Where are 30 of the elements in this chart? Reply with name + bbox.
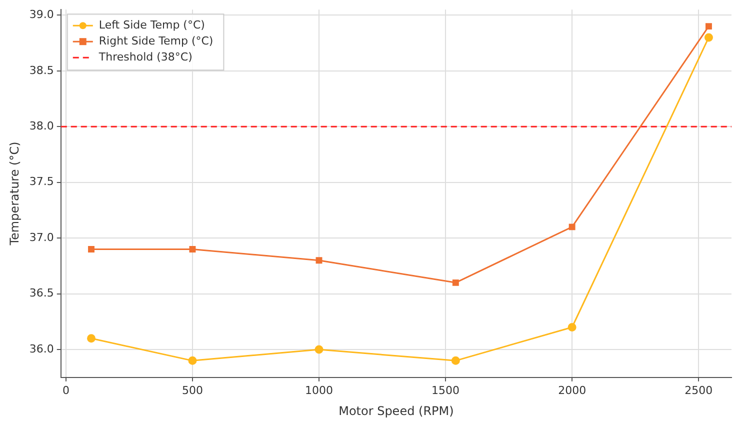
point [704, 33, 713, 42]
y-tick-label: 38.5 [29, 64, 54, 77]
point [568, 322, 576, 332]
y-tick-label: 36.0 [29, 342, 54, 356]
x-tick-label: 1000 [305, 384, 334, 397]
legend-label: Threshold (38°C) [98, 50, 192, 64]
x-tick-label: 500 [182, 384, 203, 397]
y-tick-label: 37.0 [29, 230, 54, 244]
y-tick-label: 37.5 [29, 175, 54, 188]
point [188, 356, 197, 365]
x-tick-label: 2000 [558, 384, 586, 397]
point [452, 279, 459, 286]
point [568, 224, 576, 230]
point [316, 257, 322, 264]
point [189, 246, 196, 252]
x-tick-label: 1500 [432, 384, 460, 397]
legend-label: Right Side Temp (°C) [98, 34, 214, 48]
point [451, 356, 460, 365]
point [87, 334, 96, 343]
y-axis-title: Temperature (°C) [7, 142, 22, 246]
y-tick-label: 36.5 [29, 286, 54, 300]
legend-label: Left Side Temp (°C) [98, 18, 205, 32]
point [314, 345, 324, 354]
x-tick-label: 0 [62, 384, 70, 397]
y-tick-label: 38.0 [29, 119, 54, 132]
point [88, 246, 94, 252]
point [706, 23, 712, 30]
x-tick-label: 2500 [684, 384, 713, 397]
x-axis-title: Motor Speed (RPM) [338, 404, 454, 418]
y-tick-label: 39.0 [29, 8, 54, 22]
